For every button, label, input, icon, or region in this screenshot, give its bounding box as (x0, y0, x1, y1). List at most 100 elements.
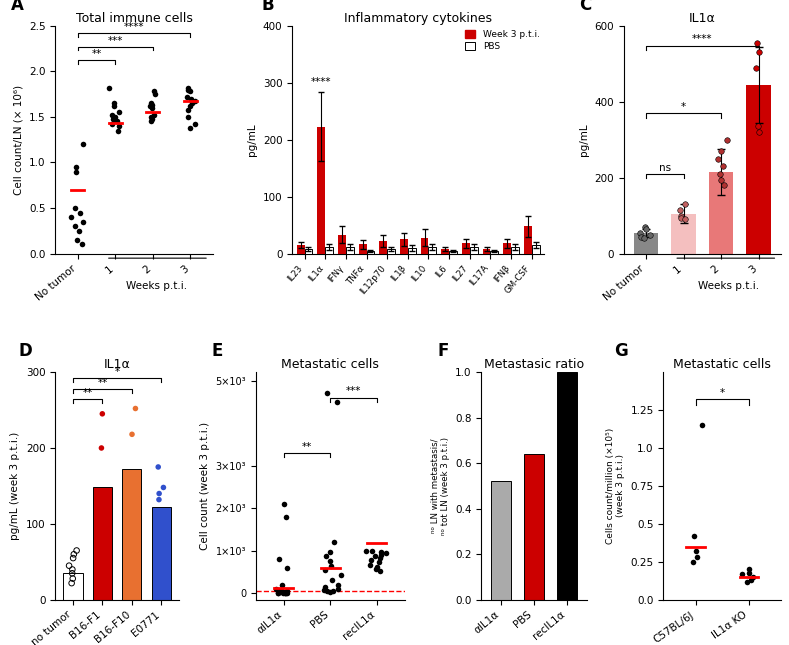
Bar (524, 226, 532, 253)
Point (679, 199, 691, 210)
Point (273, 554, 286, 564)
Point (365, 555, 378, 566)
Point (713, 169, 726, 179)
Text: **: ** (97, 377, 107, 388)
Point (157, 482, 170, 493)
Text: G: G (614, 342, 628, 361)
Point (326, 575, 338, 585)
Text: ns: ns (659, 163, 671, 172)
Point (365, 546, 378, 556)
Point (374, 553, 387, 563)
Point (272, 588, 285, 598)
Point (182, 84, 195, 95)
Point (152, 462, 165, 472)
Y-axis label: Cell count/LN (× 10⁶): Cell count/LN (× 10⁶) (13, 84, 24, 195)
Point (145, 114, 158, 124)
Point (66, 564, 79, 575)
Point (335, 570, 347, 580)
Point (718, 180, 731, 190)
Bar (441, 249, 449, 253)
Bar (491, 251, 499, 253)
Point (93, 526, 106, 537)
Text: **: ** (302, 442, 312, 452)
Text: ***: *** (346, 386, 361, 396)
Point (112, 107, 125, 117)
Title: IL1α: IL1α (104, 358, 130, 371)
Point (65, 568, 78, 579)
Point (103, 83, 115, 93)
Point (110, 116, 123, 126)
Bar (671, 213, 696, 253)
Point (153, 488, 166, 499)
Text: C: C (579, 0, 592, 14)
Point (638, 233, 650, 244)
Point (321, 388, 334, 399)
Point (331, 397, 344, 407)
Point (279, 588, 292, 599)
Text: D: D (18, 342, 32, 361)
Point (380, 548, 393, 558)
Point (63, 561, 76, 571)
Bar (387, 249, 395, 253)
Point (324, 561, 337, 571)
Y-axis label: pg/mL: pg/mL (247, 123, 257, 156)
Point (278, 499, 290, 509)
Text: **: ** (83, 388, 93, 398)
Point (112, 121, 125, 131)
Point (319, 582, 331, 592)
Point (181, 104, 194, 115)
Legend: Week 3 p.t.i., PBS: Week 3 p.t.i., PBS (465, 30, 540, 52)
Point (712, 154, 724, 164)
Bar (428, 247, 436, 253)
Point (279, 588, 292, 599)
Text: A: A (11, 0, 24, 14)
Title: Metastasic ratio: Metastasic ratio (484, 358, 584, 371)
Text: *: * (720, 388, 725, 397)
Point (96, 409, 109, 419)
Point (125, 551, 137, 561)
Point (331, 579, 344, 590)
Point (674, 204, 686, 215)
Point (280, 511, 293, 522)
Point (716, 161, 729, 172)
Point (95, 443, 108, 453)
Point (281, 562, 294, 573)
Bar (532, 245, 540, 253)
Point (715, 146, 727, 156)
Point (146, 103, 159, 113)
Y-axis label: pg/mL (week 3 p.t.i.): pg/mL (week 3 p.t.i.) (10, 432, 21, 540)
Point (275, 580, 288, 590)
Point (750, 37, 763, 48)
Point (184, 86, 196, 97)
Point (98, 538, 110, 548)
Point (181, 83, 194, 93)
Text: Weeks p.t.i.: Weeks p.t.i. (126, 281, 187, 291)
Point (109, 115, 122, 125)
Point (370, 562, 383, 572)
Point (752, 121, 765, 132)
Bar (503, 243, 511, 253)
Text: E: E (211, 342, 222, 361)
Point (181, 92, 193, 102)
Point (108, 112, 121, 122)
Point (686, 557, 699, 567)
Point (740, 577, 753, 587)
Bar (325, 247, 333, 253)
Title: Metastatic cells: Metastatic cells (673, 358, 771, 371)
Point (65, 212, 77, 223)
Point (148, 110, 161, 120)
Point (74, 208, 87, 218)
Text: ****: **** (124, 22, 144, 32)
Bar (469, 247, 477, 253)
Point (318, 565, 331, 575)
Bar (449, 251, 457, 253)
Bar (634, 233, 658, 253)
Point (331, 584, 344, 594)
Bar (380, 241, 387, 253)
Point (742, 564, 755, 575)
Point (108, 101, 121, 111)
Point (644, 230, 656, 240)
Bar (367, 251, 374, 253)
Y-axis label: ⁿᵒ LN with metastasis/
ⁿᵒ tot LN (week 3 p.t.i.): ⁿᵒ LN with metastasis/ ⁿᵒ tot LN (week 3… (430, 437, 450, 535)
Point (277, 588, 290, 598)
